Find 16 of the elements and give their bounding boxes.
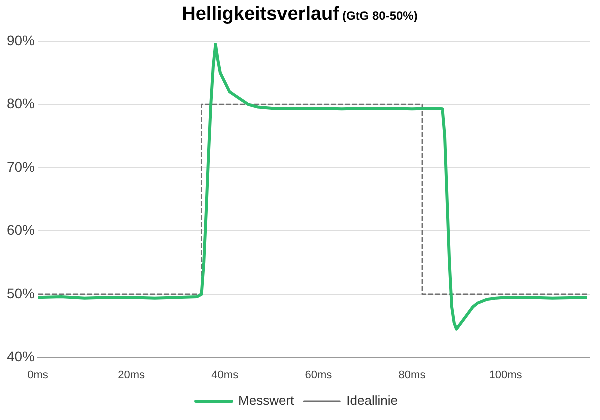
y-tick-label: 50% bbox=[6, 285, 36, 302]
y-tick-label: 80% bbox=[6, 96, 36, 112]
x-tick-label: 100ms bbox=[489, 369, 523, 382]
y-tick-label: 60% bbox=[6, 222, 36, 238]
y-tick-label: 40% bbox=[6, 348, 36, 365]
chart-title: Helligkeitsverlauf bbox=[182, 4, 340, 25]
x-tick-label: 0ms bbox=[28, 369, 49, 382]
legend-label: Messwert bbox=[238, 393, 295, 408]
y-tick-label: 90% bbox=[6, 32, 36, 48]
chart-subtitle: (GtG 80-50%) bbox=[342, 9, 418, 23]
x-tick-label: 20ms bbox=[118, 369, 146, 382]
x-tick-label: 60ms bbox=[305, 369, 333, 382]
x-tick-label: 40ms bbox=[212, 369, 240, 382]
y-tick-label: 70% bbox=[6, 158, 36, 175]
legend-label: Ideallinie bbox=[346, 393, 398, 408]
x-tick-label: 80ms bbox=[398, 369, 426, 382]
